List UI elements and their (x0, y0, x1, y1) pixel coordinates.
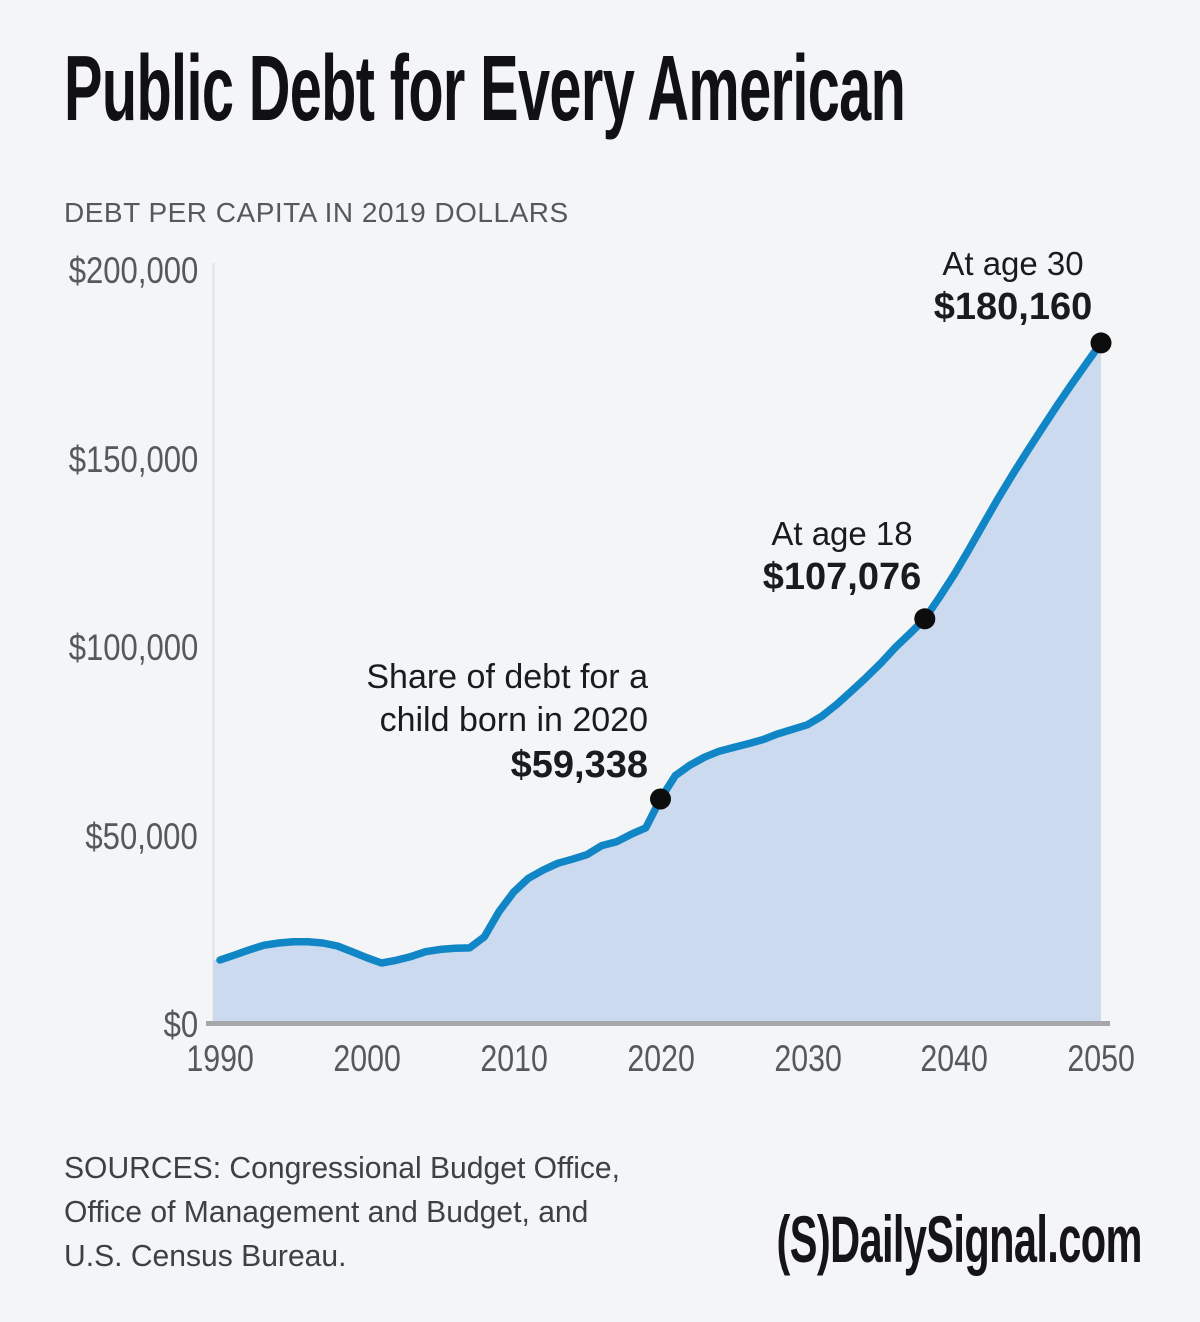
x-axis-label: 2010 (480, 1038, 548, 1079)
logo-wordmark: DailySignal.com (830, 1202, 1142, 1276)
page-title: Public Debt for Every American (64, 36, 906, 140)
x-axis-label: 2050 (1067, 1038, 1135, 1079)
logo-signal-mark: (S) (776, 1202, 831, 1276)
sources-line: U.S. Census Bureau. (64, 1238, 347, 1273)
data-point-dot (914, 608, 936, 630)
x-axis-label: 2040 (920, 1038, 988, 1079)
x-axis-label: 2020 (627, 1038, 695, 1079)
x-axis-label: 2030 (774, 1038, 842, 1079)
annotation-label: At age 30 (942, 245, 1084, 282)
y-axis-label: $0 (163, 1004, 198, 1045)
annotation-child-2020: Share of debt for a child born in 2020 $… (316, 656, 648, 786)
data-point-dot (650, 788, 671, 810)
x-axis-baseline (206, 1021, 1110, 1026)
sources-line: SOURCES: Congressional Budget Office, (64, 1150, 621, 1185)
daily-signal-logo: (S)DailySignal.com (777, 1206, 1143, 1272)
y-axis-label: $200,000 (68, 250, 198, 291)
data-point-dot (1090, 332, 1112, 354)
annotation-value: $107,076 (762, 556, 922, 598)
sources-line: Office of Management and Budget, and (64, 1194, 589, 1229)
annotation-value: $59,338 (510, 744, 648, 786)
chart-subtitle: DEBT PER CAPITA IN 2019 DOLLARS (64, 197, 569, 228)
annotation-label: Share of debt for a child born in 2020 (366, 658, 648, 739)
annotation-age-30: At age 30 $180,160 (893, 243, 1133, 328)
annotation-label: At age 18 (771, 515, 913, 552)
debt-line (216, 339, 1105, 967)
y-axis-label: $150,000 (68, 439, 198, 480)
annotation-age-18: At age 18 $107,076 (722, 513, 962, 598)
y-axis-label: $50,000 (85, 816, 198, 857)
sources-note: SOURCES: Congressional Budget Office, Of… (64, 1146, 620, 1278)
annotation-value: $180,160 (933, 286, 1093, 328)
y-axis-label: $100,000 (68, 627, 198, 668)
x-axis-label: 1990 (186, 1038, 254, 1079)
x-axis-label: 2000 (333, 1038, 401, 1079)
